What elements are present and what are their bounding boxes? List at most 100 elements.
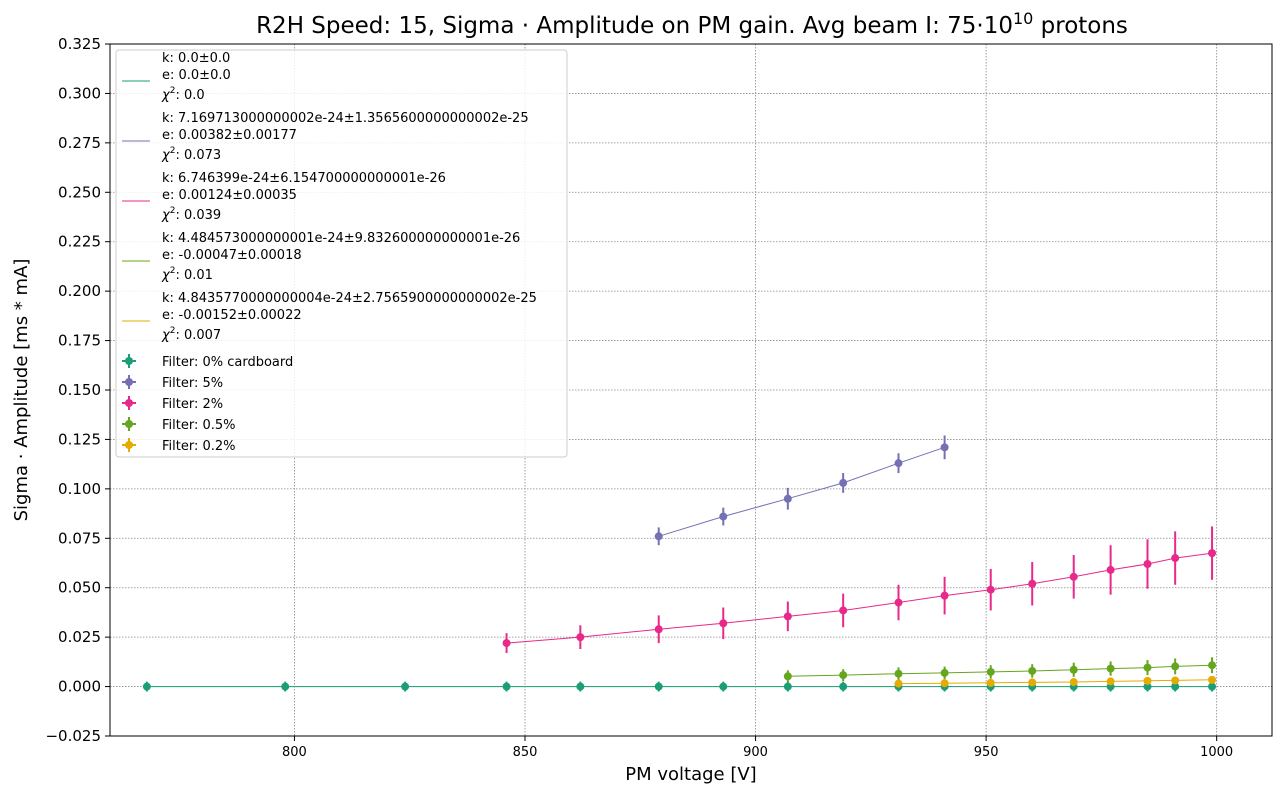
- data-point: [1069, 572, 1078, 581]
- fit-legend-entry: k: 7.169713000000002e-24±1.3565600000000…: [122, 111, 529, 163]
- y-axis-label: Sigma · Amplitude [ms * mA]: [11, 259, 32, 522]
- series-legend-label: Filter: 0.5%: [162, 418, 236, 433]
- fit-chi2-value: χ2: 0.039: [161, 206, 221, 223]
- data-point: [719, 619, 728, 628]
- data-point: [1028, 666, 1037, 675]
- data-point: [719, 682, 728, 691]
- data-point: [502, 639, 511, 648]
- data-series: [783, 657, 1217, 683]
- data-point: [783, 612, 792, 621]
- data-point: [1208, 549, 1217, 558]
- data-point: [1069, 678, 1078, 687]
- y-tick-label: 0.175: [58, 332, 101, 350]
- x-tick-label: 850: [513, 745, 538, 760]
- fit-k-value: k: 0.0±0.0: [162, 51, 230, 66]
- data-point: [1171, 676, 1180, 685]
- fit-legend-entry: k: 4.8435770000000004e-24±2.756590000000…: [122, 291, 537, 343]
- data-point: [502, 682, 511, 691]
- fit-chi2-value: χ2: 0.007: [161, 326, 221, 343]
- data-point: [839, 682, 848, 691]
- fit-legend-entry: k: 0.0±0.0 e: 0.0±0.0 χ2: 0.0: [122, 51, 231, 103]
- data-point: [576, 633, 585, 642]
- series-legend-entry: Filter: 0.5%: [122, 417, 236, 433]
- data-point: [1171, 682, 1180, 691]
- data-point: [839, 671, 848, 680]
- y-tick-label: 0.325: [58, 35, 101, 53]
- data-point: [940, 443, 949, 452]
- data-point: [894, 669, 903, 678]
- y-tick-label: 0.100: [58, 480, 101, 498]
- data-point: [1106, 565, 1115, 574]
- fit-line: [658, 446, 945, 537]
- data-point: [839, 478, 848, 487]
- y-tick-label: 0.300: [58, 84, 101, 102]
- fit-e-value: e: -0.00152±0.00022: [162, 308, 302, 323]
- fit-k-value: k: 4.8435770000000004e-24±2.756590000000…: [162, 291, 537, 306]
- y-tick-label: 0.225: [58, 233, 101, 251]
- data-point: [894, 598, 903, 607]
- data-point: [894, 679, 903, 688]
- data-point: [401, 682, 410, 691]
- axis-ticks: 800 850 900 950 1000 −0.025 0.000 0.025 0.050 0.0…: [45, 35, 1233, 760]
- series-layer: [142, 435, 1217, 692]
- x-tick-label: 1000: [1200, 745, 1233, 760]
- fit-chi2-value: χ2: 0.0: [161, 86, 205, 103]
- x-axis-label: PM voltage [V]: [625, 764, 756, 785]
- series-legend-label: Filter: 5%: [162, 376, 223, 391]
- x-tick-label: 900: [743, 745, 768, 760]
- fit-legend-entry: k: 4.484573000000001e-24±9.8326000000000…: [122, 231, 520, 283]
- data-point: [894, 459, 903, 468]
- data-point: [1069, 665, 1078, 674]
- series-legend-label: Filter: 0.2%: [162, 439, 236, 454]
- legend-box: [115, 49, 568, 458]
- plot-frame: [109, 43, 1273, 737]
- data-point: [940, 679, 949, 688]
- y-tick-label: 0.150: [58, 381, 101, 399]
- y-tick-label: 0.075: [58, 529, 101, 547]
- data-point: [986, 678, 995, 687]
- y-tick-label: −0.025: [45, 727, 101, 745]
- legend-marker-swatch: [125, 357, 133, 365]
- y-tick-label: 0.025: [58, 628, 101, 646]
- data-point: [1143, 682, 1152, 691]
- fit-line: [506, 552, 1213, 644]
- fit-k-value: k: 4.484573000000001e-24±9.8326000000000…: [162, 231, 520, 246]
- data-point: [142, 682, 151, 691]
- data-point: [1143, 559, 1152, 568]
- chart-title: R2H Speed: 15, Sigma · Amplitude on PM g…: [256, 9, 1128, 39]
- data-series: [894, 675, 1217, 688]
- data-point: [783, 672, 792, 681]
- legend-marker-swatch: [125, 378, 133, 386]
- y-tick-label: 0.200: [58, 282, 101, 300]
- y-tick-label: 0.050: [58, 579, 101, 597]
- y-tick-label: 0.000: [58, 678, 101, 696]
- data-point: [654, 532, 663, 541]
- data-point: [654, 682, 663, 691]
- x-tick-label: 950: [974, 745, 999, 760]
- series-legend-label: Filter: 2%: [162, 397, 223, 412]
- series-legend-entry: Filter: 5%: [122, 375, 223, 391]
- data-point: [940, 591, 949, 600]
- fit-e-value: e: -0.00047±0.00018: [162, 248, 302, 263]
- data-point: [1208, 661, 1217, 670]
- data-point: [719, 512, 728, 521]
- data-point: [654, 625, 663, 634]
- x-tick-label: 800: [282, 745, 307, 760]
- data-series: [654, 435, 949, 546]
- series-legend-entry: Filter: 0% cardboard: [122, 354, 293, 370]
- legend-marker-swatch: [125, 399, 133, 407]
- fit-k-value: k: 6.746399e-24±6.154700000000001e-26: [162, 171, 446, 186]
- series-legend-entry: Filter: 2%: [122, 396, 223, 412]
- fit-chi2-value: χ2: 0.01: [161, 266, 213, 283]
- legend-marker-swatch: [125, 420, 133, 428]
- fit-legend-entry: k: 6.746399e-24±6.154700000000001e-26 e: …: [122, 171, 446, 223]
- data-point: [281, 682, 290, 691]
- data-point: [1143, 663, 1152, 672]
- data-point: [986, 667, 995, 676]
- data-point: [1028, 579, 1037, 588]
- series-legend-entry: Filter: 0.2%: [122, 438, 236, 454]
- data-point: [1143, 676, 1152, 685]
- data-series: [502, 526, 1217, 653]
- fit-e-value: e: 0.00124±0.00035: [162, 188, 297, 203]
- y-tick-label: 0.125: [58, 430, 101, 448]
